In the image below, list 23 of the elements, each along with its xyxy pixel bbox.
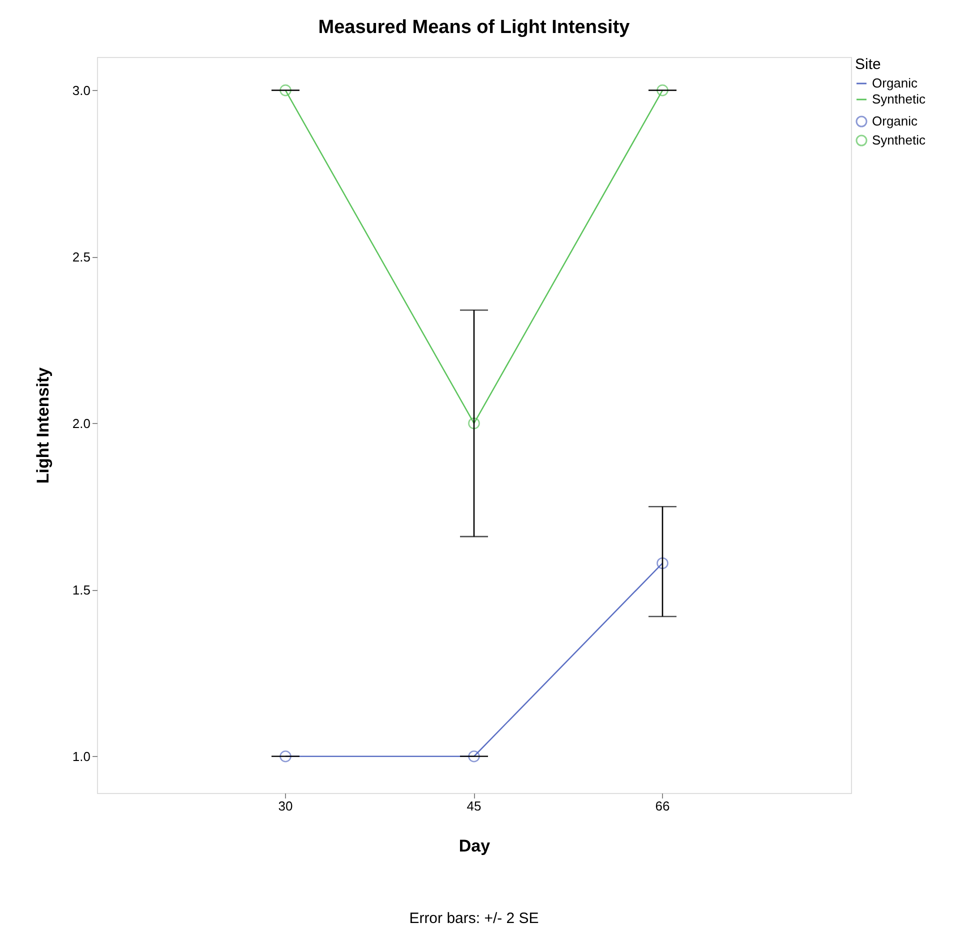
y-axis-title: Light Intensity — [33, 366, 52, 484]
legend-label: Organic — [872, 114, 918, 128]
point — [468, 750, 480, 762]
x-tick-label: 45 — [466, 798, 482, 814]
y-tick-label: 2.0 — [72, 416, 90, 431]
legend-title: Site — [855, 56, 881, 73]
y-tick-label: 1.0 — [72, 748, 90, 764]
y-tick-label: 2.5 — [72, 249, 90, 264]
y-tick-label: 1.5 — [72, 582, 90, 598]
x-tick-label: 30 — [278, 798, 293, 814]
point — [468, 417, 480, 430]
y-tick-label: 3.0 — [72, 82, 90, 98]
legend-label: Synthetic — [872, 92, 926, 106]
point — [280, 750, 292, 762]
chart-title: Measured Means of Light Intensity — [318, 17, 630, 38]
x-axis-title: Day — [458, 836, 491, 856]
text: Synthetic — [872, 132, 926, 148]
x-tick-label: 66 — [655, 798, 670, 814]
text: Error bars: +/- 2 SE — [409, 910, 539, 927]
point — [656, 84, 668, 96]
point — [656, 557, 668, 570]
text: Organic — [872, 76, 918, 90]
point — [280, 84, 292, 96]
